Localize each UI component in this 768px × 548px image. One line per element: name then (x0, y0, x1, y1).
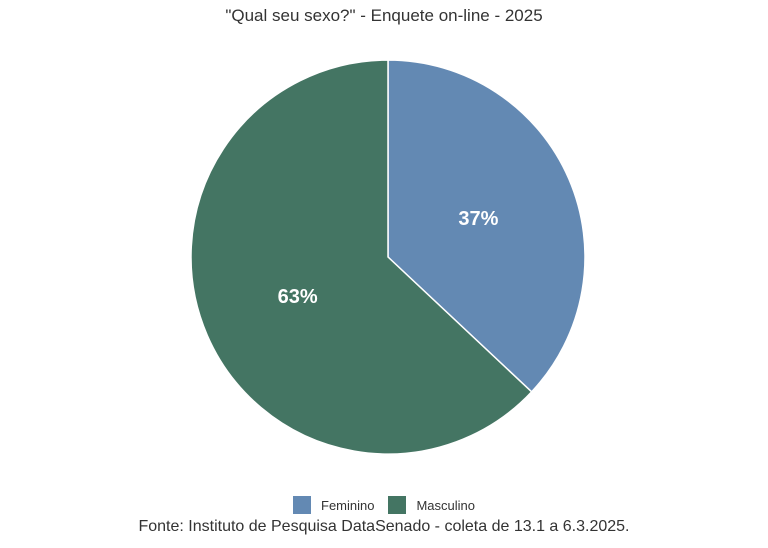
data-label: 37% (458, 208, 498, 230)
pie-slice-masculino (190, 59, 533, 455)
legend-label: Masculino (416, 497, 475, 513)
pie-slice-feminino (387, 59, 586, 393)
data-label: 63% (278, 286, 318, 308)
legend-item-masculino: Masculino (388, 496, 475, 514)
legend-item-feminino: Feminino (293, 496, 374, 514)
legend-label: Feminino (321, 497, 375, 513)
legend: Feminino Masculino (0, 496, 768, 514)
legend-swatch (293, 496, 311, 514)
source-note: Fonte: Instituto de Pesquisa DataSenado … (138, 518, 630, 535)
chart-title: "Qual seu sexo?" - Enquete on-line - 202… (225, 6, 543, 25)
legend-swatch (388, 496, 407, 514)
